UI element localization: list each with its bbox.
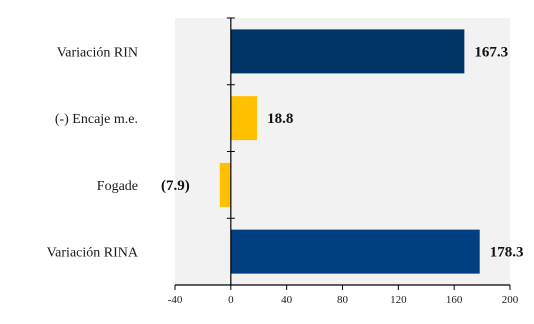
x-tick-label: 160 [446,294,463,306]
x-tick-label: 40 [281,294,293,306]
data-label: 167.3 [474,44,508,60]
x-tick-label: -40 [168,294,183,306]
data-label: (7.9) [161,178,190,194]
category-label: (-) Encaje m.e. [55,112,138,127]
x-tick-label: 200 [502,294,519,306]
bar [230,96,258,141]
bar [230,229,480,274]
data-label: 178.3 [490,245,524,261]
data-label: 18.8 [267,111,293,127]
bar [219,162,231,207]
category-label: Variación RIN [57,45,138,60]
x-tick-label: 80 [337,294,349,306]
x-tick-label: 0 [228,294,234,306]
category-label: Fogade [97,179,138,194]
category-label: Variación RINA [47,246,139,261]
x-tick-label: 120 [390,294,407,306]
bar [230,29,465,74]
